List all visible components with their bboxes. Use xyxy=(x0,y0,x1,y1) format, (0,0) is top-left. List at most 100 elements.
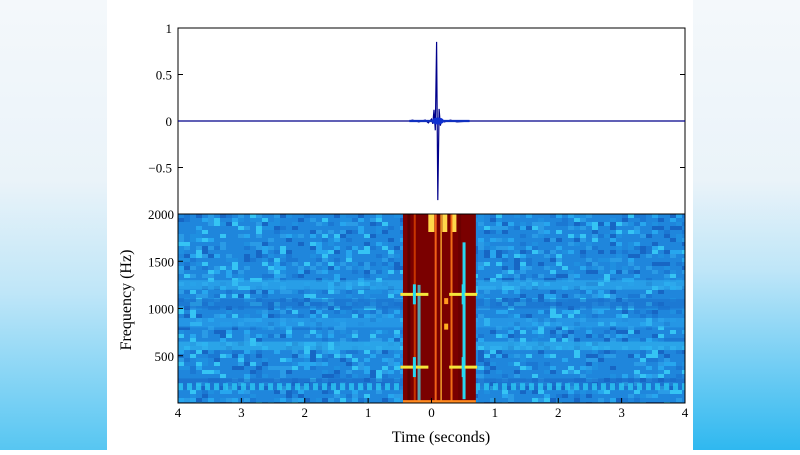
spectrogram-speckle xyxy=(298,398,304,402)
spectrogram-speckle xyxy=(538,218,544,222)
spectrogram-speckle xyxy=(580,366,586,370)
spectrogram-speckle xyxy=(676,338,682,342)
spectrogram-speckle xyxy=(310,254,316,258)
spectrogram-speckle xyxy=(670,238,676,242)
spectrogram-speckle xyxy=(370,310,376,314)
spectrogram-speckle xyxy=(592,238,598,242)
spectrogram-speckle xyxy=(346,218,352,222)
spectrogram-speckle xyxy=(364,294,370,298)
spectrogram-speckle xyxy=(640,374,646,378)
spectrogram-speckle xyxy=(310,314,316,318)
spectrogram-speckle xyxy=(220,398,226,402)
spectrogram-speckle xyxy=(352,246,358,250)
spectrogram-speckle xyxy=(640,294,646,298)
spectrogram-speckle xyxy=(382,242,388,246)
spectrogram-speckle xyxy=(238,350,244,354)
spectrogram-speckle xyxy=(646,358,652,362)
spectrogram-speckle xyxy=(508,362,514,366)
spectrogram-speckle xyxy=(358,218,364,222)
spectrogram-speckle xyxy=(496,254,502,258)
spectrogram-speckle xyxy=(622,338,628,342)
spectrogram-speckle xyxy=(586,370,592,374)
spectrogram-speckle xyxy=(184,262,190,266)
spectrogram-speckle xyxy=(328,390,334,394)
spectrogram-speckle xyxy=(628,230,634,234)
spectrogram-speckle xyxy=(250,362,256,366)
spectrogram-speckle xyxy=(544,230,550,234)
spectrogram-speckle xyxy=(280,226,286,230)
spectrogram-speckle xyxy=(640,362,646,366)
spectrogram-speckle xyxy=(346,238,352,242)
spectrogram-speckle xyxy=(220,314,226,318)
spectrogram-speckle xyxy=(520,262,526,266)
spectrogram-speckle xyxy=(208,254,214,258)
spectrogram-speckle xyxy=(178,242,184,246)
spectrogram-speckle xyxy=(238,218,244,222)
spectrogram-speckle xyxy=(334,394,340,398)
spectrogram-speckle xyxy=(268,238,274,242)
spectrogram-low-dash xyxy=(187,383,192,391)
spectrogram-speckle xyxy=(238,274,244,278)
spectrogram-speckle xyxy=(604,334,610,338)
spectrogram-speckle xyxy=(556,254,562,258)
spectrogram-speckle xyxy=(622,310,628,314)
spectrogram-speckle xyxy=(346,230,352,234)
spectrogram-speckle xyxy=(334,238,340,242)
spectrogram-speckle xyxy=(610,222,616,226)
spectrogram-speckle xyxy=(580,314,586,318)
spectrogram-speckle xyxy=(628,214,634,218)
spectrogram-low-dash xyxy=(475,383,480,391)
spectrogram-speckle xyxy=(364,290,370,294)
spectrogram-speckle xyxy=(610,354,616,358)
spectrogram-speckle xyxy=(208,274,214,278)
spectrogram-speckle xyxy=(310,246,316,250)
spectrogram-speckle xyxy=(316,330,322,334)
spectrogram-speckle xyxy=(196,214,202,218)
spectrogram-speckle xyxy=(316,262,322,266)
spectrogram-speckle xyxy=(382,310,388,314)
spectrogram-speckle xyxy=(334,246,340,250)
spectrogram-speckle xyxy=(676,398,682,402)
spectrogram-speckle xyxy=(664,230,670,234)
spectrogram-speckle xyxy=(508,246,514,250)
spectrogram-speckle xyxy=(202,350,208,354)
spectrogram-speckle xyxy=(202,394,208,398)
spectrogram-speckle xyxy=(544,394,550,398)
spectrogram-speckle xyxy=(478,238,484,242)
spectrogram-speckle xyxy=(520,314,526,318)
spectrogram-speckle xyxy=(316,270,322,274)
spectrogram-speckle xyxy=(238,234,244,238)
spectrogram-speckle xyxy=(628,338,634,342)
spectrogram-speckle xyxy=(280,334,286,338)
spectrogram-speckle xyxy=(328,326,334,330)
spectrogram-speckle xyxy=(562,222,568,226)
spectrogram-speckle xyxy=(352,358,358,362)
spectrogram-speckle xyxy=(580,390,586,394)
spectrogram-speckle xyxy=(490,214,496,218)
spectrogram-speckle xyxy=(532,338,538,342)
spectrogram-speckle xyxy=(376,374,382,378)
spectrogram-speckle xyxy=(598,258,604,262)
spectrogram-speckle xyxy=(364,234,370,238)
spectrogram-speckle xyxy=(340,394,346,398)
spectrogram-speckle xyxy=(196,234,202,238)
spectrogram-speckle xyxy=(364,250,370,254)
spectrogram-speckle xyxy=(178,270,184,274)
spectrogram-speckle xyxy=(490,398,496,402)
spectrogram-speckle xyxy=(550,338,556,342)
spectrogram-speckle xyxy=(562,370,568,374)
spectrogram-speckle xyxy=(274,366,280,370)
spectrogram-speckle xyxy=(394,214,400,218)
spectrogram-speckle xyxy=(592,310,598,314)
spectrogram-speckle xyxy=(322,234,328,238)
spectrogram-speckle xyxy=(178,398,184,402)
spectrogram-speckle xyxy=(616,246,622,250)
spectrogram-speckle xyxy=(280,358,286,362)
spectrogram-speckle xyxy=(562,310,568,314)
spectrogram-speckle xyxy=(358,214,364,218)
spectrogram-low-dash xyxy=(394,383,399,391)
spectrogram-speckle xyxy=(310,358,316,362)
spectrogram-speckle xyxy=(340,310,346,314)
spectrogram-speckle xyxy=(670,254,676,258)
spectrogram-speckle xyxy=(682,222,685,226)
